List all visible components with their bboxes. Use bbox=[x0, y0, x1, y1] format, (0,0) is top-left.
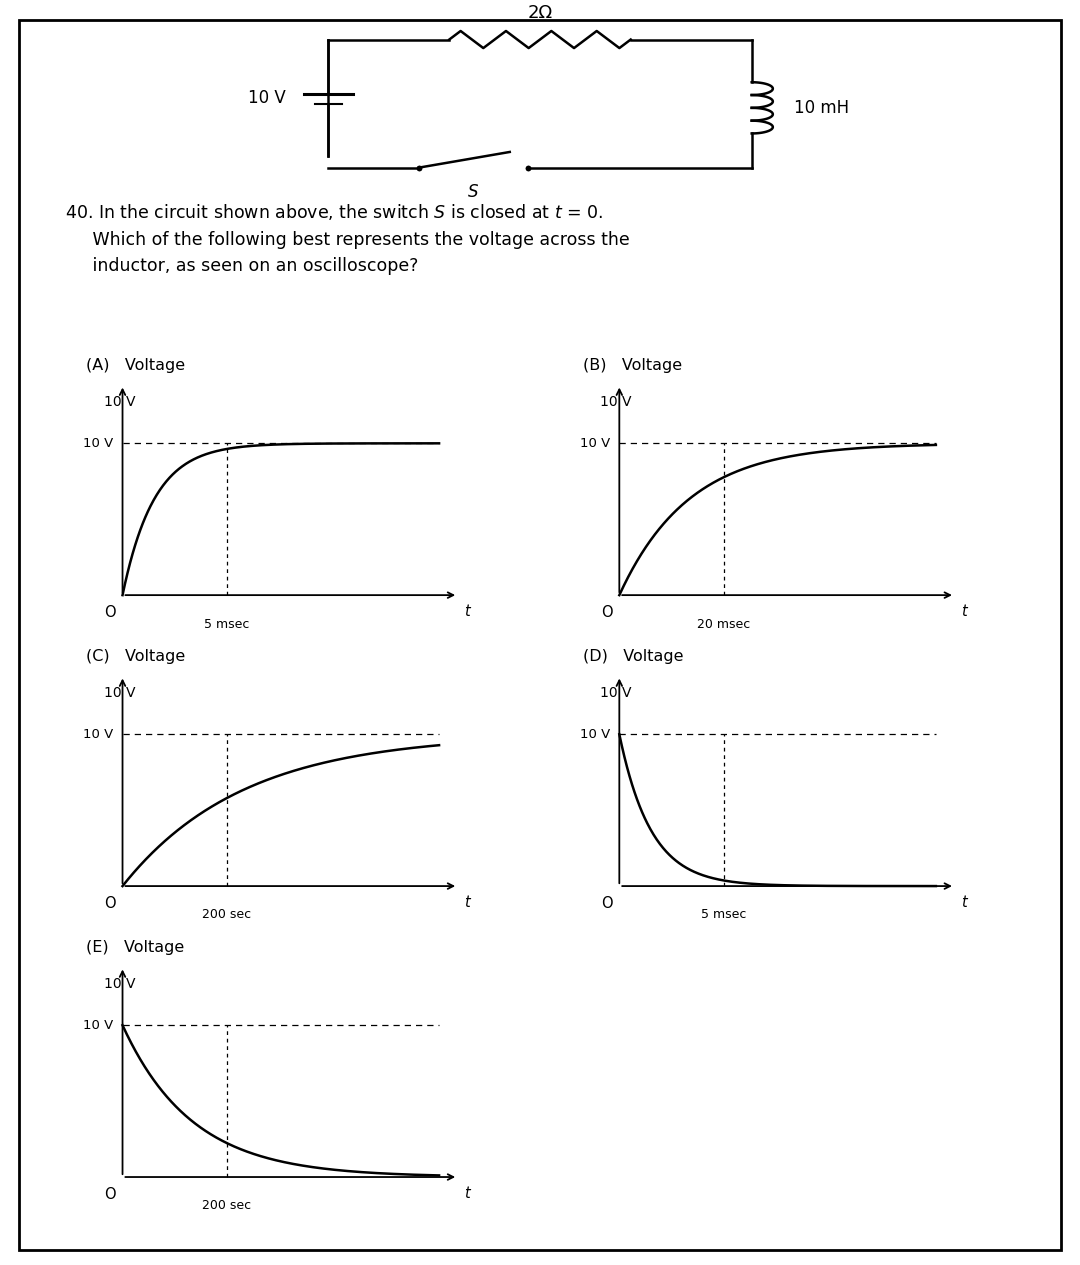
Text: (A)   Voltage: (A) Voltage bbox=[86, 358, 186, 373]
Text: 10 V: 10 V bbox=[83, 436, 113, 450]
Text: (C)   Voltage: (C) Voltage bbox=[86, 649, 186, 664]
Text: (D)   Voltage: (D) Voltage bbox=[583, 649, 684, 664]
Text: 10 V: 10 V bbox=[580, 436, 610, 450]
Text: 200 sec: 200 sec bbox=[202, 1199, 252, 1212]
Text: 5 msec: 5 msec bbox=[701, 908, 746, 921]
Text: $t$: $t$ bbox=[464, 602, 473, 619]
Text: 2Ω: 2Ω bbox=[527, 5, 553, 23]
Text: O: O bbox=[104, 605, 116, 620]
Text: 10 mH: 10 mH bbox=[794, 99, 849, 116]
Text: $t$: $t$ bbox=[464, 1184, 473, 1200]
Text: 10 V: 10 V bbox=[104, 395, 135, 409]
Text: O: O bbox=[600, 605, 612, 620]
Text: 10 V: 10 V bbox=[600, 395, 632, 409]
Text: 20 msec: 20 msec bbox=[698, 617, 751, 630]
Text: (B)   Voltage: (B) Voltage bbox=[583, 358, 683, 373]
Text: (E)   Voltage: (E) Voltage bbox=[86, 940, 185, 955]
Text: O: O bbox=[104, 896, 116, 911]
Text: 40. In the circuit shown above, the switch $\mathit{S}$ is closed at $t$ = 0.
  : 40. In the circuit shown above, the swit… bbox=[65, 202, 630, 276]
Text: 10 V: 10 V bbox=[83, 1018, 113, 1032]
Text: O: O bbox=[104, 1187, 116, 1202]
Text: 200 sec: 200 sec bbox=[202, 908, 252, 921]
Text: 5 msec: 5 msec bbox=[204, 617, 249, 630]
Text: 10 V: 10 V bbox=[600, 686, 632, 700]
Text: O: O bbox=[600, 896, 612, 911]
Text: 10 V: 10 V bbox=[248, 90, 286, 108]
Text: 10 V: 10 V bbox=[580, 727, 610, 741]
Text: $t$: $t$ bbox=[961, 602, 970, 619]
Text: 10 V: 10 V bbox=[104, 977, 135, 990]
Text: $t$: $t$ bbox=[961, 893, 970, 910]
Text: S: S bbox=[469, 183, 478, 201]
Text: 10 V: 10 V bbox=[104, 686, 135, 700]
Text: 10 V: 10 V bbox=[83, 727, 113, 741]
Text: $t$: $t$ bbox=[464, 893, 473, 910]
